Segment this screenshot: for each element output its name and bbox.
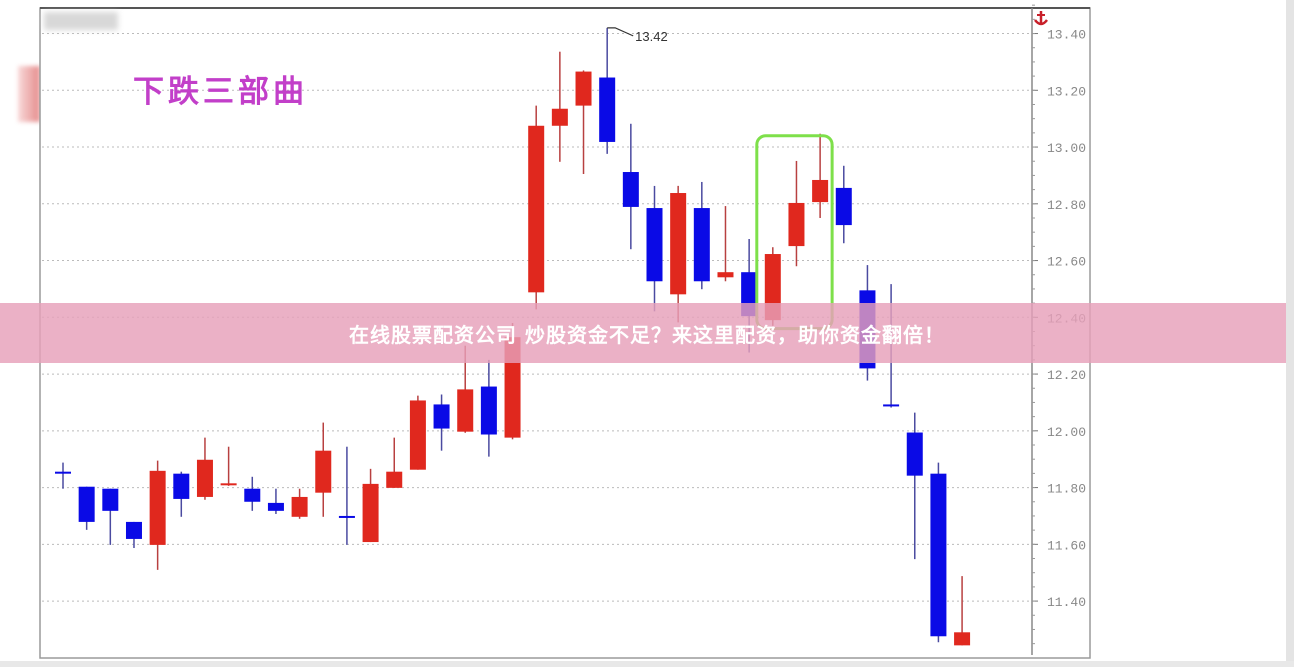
candle xyxy=(930,462,947,643)
candle-body xyxy=(149,470,166,545)
candle xyxy=(575,70,592,175)
tick-label: 11.80 xyxy=(1047,482,1086,497)
candle xyxy=(954,576,971,646)
candle xyxy=(551,51,568,162)
candle-body xyxy=(291,496,308,517)
candle-body xyxy=(670,193,687,295)
candle-body xyxy=(575,71,592,106)
candle xyxy=(267,488,284,514)
candle xyxy=(78,486,95,530)
candle xyxy=(693,181,710,290)
candle-body xyxy=(433,404,450,429)
bottom-divider xyxy=(0,661,1294,667)
candle xyxy=(386,437,403,488)
candle-body xyxy=(528,125,545,293)
candle xyxy=(291,488,308,519)
candle-body xyxy=(267,502,284,511)
candle-body xyxy=(102,488,119,511)
tick-label: 13.20 xyxy=(1047,84,1086,99)
candle xyxy=(717,206,734,282)
scrollbar-track[interactable] xyxy=(1286,0,1294,667)
tick-label: 12.80 xyxy=(1047,198,1086,213)
candle xyxy=(906,412,923,560)
candle-body xyxy=(930,473,947,637)
tick-label: 11.40 xyxy=(1047,595,1086,610)
candle-body xyxy=(646,208,663,282)
anchor-icon xyxy=(1034,11,1048,26)
candles xyxy=(55,27,971,646)
candle xyxy=(622,123,639,250)
tick-label: 11.60 xyxy=(1047,538,1086,553)
blurred-logo xyxy=(44,12,118,30)
candle-body xyxy=(457,389,474,432)
candle xyxy=(670,185,687,323)
candle xyxy=(409,395,426,470)
candle-body xyxy=(480,386,497,435)
tick-label: 13.40 xyxy=(1047,28,1086,43)
candle-body xyxy=(55,471,71,474)
candle xyxy=(220,446,237,486)
tick-label: 13.00 xyxy=(1047,141,1086,156)
candle xyxy=(196,437,213,500)
candle xyxy=(149,460,166,570)
candle xyxy=(315,422,332,517)
candle-body xyxy=(315,450,332,493)
candle xyxy=(812,133,829,218)
candle-body xyxy=(220,483,237,486)
candle-body xyxy=(409,400,426,470)
candle xyxy=(338,446,355,545)
candle-body xyxy=(386,471,403,488)
peak-pointer xyxy=(607,27,634,37)
candle-body xyxy=(954,632,971,646)
candle xyxy=(173,471,190,517)
candle-body xyxy=(622,172,639,207)
tick-label: 12.60 xyxy=(1047,255,1086,270)
candle-body xyxy=(599,77,616,142)
candle-body xyxy=(173,473,190,499)
candle-body xyxy=(717,272,734,278)
candle xyxy=(433,394,450,451)
candle-body xyxy=(362,483,379,543)
candle xyxy=(480,359,497,457)
candle-body xyxy=(906,432,923,476)
candle xyxy=(788,160,805,267)
candle-body xyxy=(338,515,355,518)
candle xyxy=(102,488,119,545)
candle-body xyxy=(125,521,142,539)
candle-body xyxy=(788,202,805,247)
candle xyxy=(599,27,616,154)
candle-body xyxy=(551,108,568,126)
candle xyxy=(362,468,379,543)
candle-body xyxy=(812,179,829,203)
candle xyxy=(835,165,852,244)
candle-body xyxy=(196,459,213,497)
chart-title: 下跌三部曲 xyxy=(133,74,308,110)
blurred-decoration xyxy=(18,66,40,122)
candle xyxy=(55,462,71,489)
banner-text[interactable]: 在线股票配资公司 炒股资金不足？来这里配资，助你资金翻倍！ xyxy=(349,322,945,347)
candle xyxy=(125,521,142,549)
peak-label: 13.42 xyxy=(635,29,668,44)
candle xyxy=(646,185,663,312)
candle-body xyxy=(78,486,95,522)
ad-banner[interactable]: 在线股票配资公司 炒股资金不足？来这里配资，助你资金翻倍！ xyxy=(0,303,1294,363)
candle xyxy=(528,105,545,310)
candle-body xyxy=(883,404,900,407)
candle-body xyxy=(244,488,261,502)
tick-label: 12.20 xyxy=(1047,368,1086,383)
candle xyxy=(244,476,261,511)
tick-label: 12.00 xyxy=(1047,425,1086,440)
candle-body xyxy=(835,187,852,226)
candle-body xyxy=(693,208,710,282)
